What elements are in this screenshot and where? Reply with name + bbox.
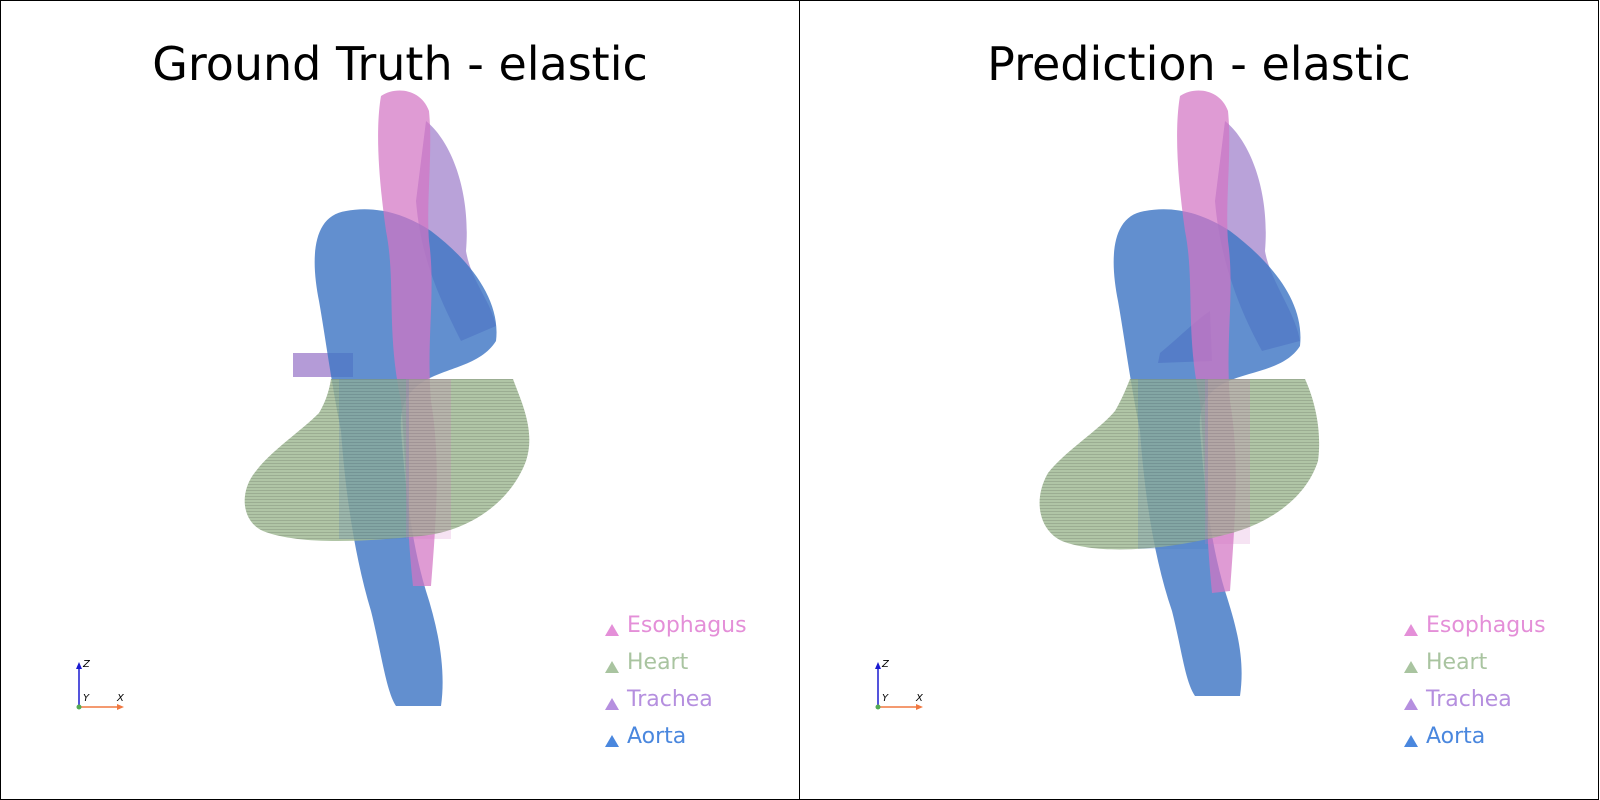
orientation-axes-widget: Z Y X xyxy=(76,659,125,710)
legend-item: Aorta xyxy=(605,718,747,755)
esophagus-overlap xyxy=(406,379,451,539)
triangle-icon xyxy=(605,660,619,673)
triangle-icon xyxy=(1404,623,1418,636)
legend-label: Esophagus xyxy=(627,612,747,638)
legend-label: Heart xyxy=(1426,649,1488,675)
triangle-icon xyxy=(605,734,619,747)
legend-item: Aorta xyxy=(1404,718,1546,755)
viewport-title: Prediction - elastic xyxy=(987,37,1411,91)
legend-item: Heart xyxy=(1404,644,1546,681)
axis-z-label: Z xyxy=(881,659,890,670)
viewport-title: Ground Truth - elastic xyxy=(152,37,648,91)
legend-item: Trachea xyxy=(605,681,747,718)
legend-label: Trachea xyxy=(627,686,713,712)
orientation-axes-widget: Z Y X xyxy=(875,659,924,710)
legend-item: Trachea xyxy=(1404,681,1546,718)
legend-label: Esophagus xyxy=(1426,612,1546,638)
prediction-render xyxy=(1039,90,1320,696)
aorta-overlap xyxy=(339,379,409,539)
legend-label: Aorta xyxy=(627,723,687,749)
axis-z-label: Z xyxy=(82,659,91,670)
legend-item: Esophagus xyxy=(1404,607,1546,644)
axis-x-label: X xyxy=(116,693,125,704)
legend-item: Heart xyxy=(605,644,747,681)
triangle-icon xyxy=(1404,734,1418,747)
legend: Esophagus Heart Trachea Aorta xyxy=(605,607,747,755)
legend-item: Esophagus xyxy=(605,607,747,644)
triangle-icon xyxy=(1404,660,1418,673)
triangle-icon xyxy=(605,623,619,636)
axis-x-label: X xyxy=(915,693,924,704)
axis-y-label: Y xyxy=(83,693,90,704)
aorta-mesh xyxy=(1113,209,1301,696)
legend: Esophagus Heart Trachea Aorta xyxy=(1404,607,1546,755)
aorta-mesh xyxy=(314,209,497,706)
esophagus-overlap xyxy=(1205,379,1250,544)
triangle-icon xyxy=(605,697,619,710)
legend-label: Trachea xyxy=(1426,686,1512,712)
axis-y-label: Y xyxy=(882,693,889,704)
prediction-viewport[interactable]: Prediction - elastic Esophagus Heart Tra… xyxy=(799,0,1599,800)
triangle-icon xyxy=(1404,697,1418,710)
aorta-overlap xyxy=(1138,379,1208,549)
legend-label: Heart xyxy=(627,649,689,675)
ground-truth-render xyxy=(244,90,530,706)
legend-label: Aorta xyxy=(1426,723,1486,749)
ground-truth-viewport[interactable]: Ground Truth - elastic Esophagus Heart xyxy=(0,0,800,800)
